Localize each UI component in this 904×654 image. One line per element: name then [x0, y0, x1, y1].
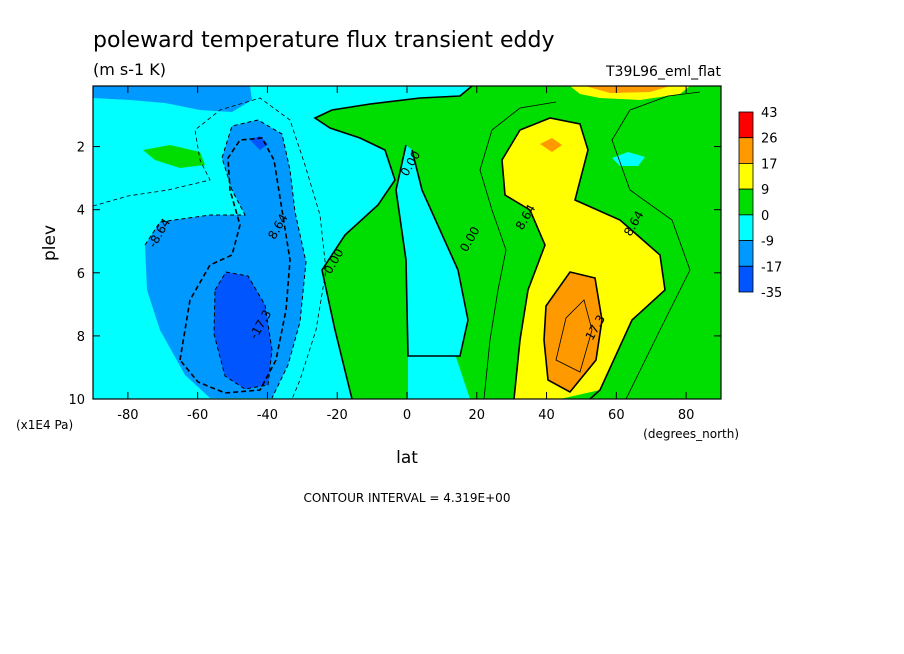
region-green-south-blob: [143, 145, 205, 168]
contour-positive-thin-2: [611, 91, 701, 399]
colorbar-swatch: [738, 137, 754, 164]
contour-positive-thin-1: [479, 101, 557, 399]
colorbar-swatch: [738, 240, 754, 267]
x-axis-units: (degrees_north): [643, 427, 739, 441]
y-tick-label: 8: [77, 330, 85, 345]
contour-lines: [93, 86, 701, 399]
colorbar-label: -9: [761, 235, 774, 250]
y-axis-units: (x1E4 Pa): [16, 418, 73, 432]
x-tick-label: 0: [403, 408, 411, 423]
colorbar-swatch: [738, 265, 754, 293]
contour-orange-edge: [543, 271, 603, 394]
contour-negative-mid: [144, 119, 307, 399]
y-axis-label: plev: [40, 225, 60, 261]
x-tick-label: -40: [257, 408, 278, 423]
x-tick-label: 80: [678, 408, 695, 423]
region-orange-north: [544, 272, 602, 392]
chart-title: poleward temperature flux transient eddy: [93, 28, 555, 53]
colorbar-label: 9: [761, 183, 769, 198]
x-axis: -80 -60 -40 -20 0 20 40 60 80: [117, 86, 694, 423]
contour-yellow-edge: [501, 117, 666, 399]
colorbar-label: 0: [761, 209, 769, 224]
colorbar-label: -35: [761, 286, 782, 301]
y-axis: 2 4 6 8 10: [68, 141, 721, 408]
x-tick-label: -60: [187, 408, 208, 423]
y-tick-label: 2: [77, 141, 85, 156]
contour-positive-thin-3: [555, 299, 593, 373]
contour-interval-note: CONTOUR INTERVAL = 4.319E+00: [304, 491, 511, 505]
x-axis-label: lat: [396, 448, 418, 468]
y-tick-label: 6: [77, 267, 85, 282]
colorbar-swatch: [738, 111, 754, 139]
colorbar: 43 26 17 9 0 -9 -17 -35: [738, 106, 782, 301]
contour-negative-inner: [179, 137, 291, 394]
contour-zero-tongue: [395, 144, 469, 357]
colorbar-swatch: [738, 214, 754, 241]
region-darkblue-south: [214, 272, 272, 389]
x-tick-label: 60: [608, 408, 625, 423]
region-yellow-north: [502, 118, 665, 399]
x-tick-label: 20: [469, 408, 486, 423]
region-cyan-tongue: [396, 145, 468, 356]
colorbar-swatch: [738, 188, 754, 216]
colorbar-label: -17: [761, 260, 782, 275]
x-tick-label: -20: [327, 408, 348, 423]
region-blue-top: [93, 86, 252, 112]
run-label: T39L96_eml_flat: [605, 64, 722, 80]
colorbar-label: 43: [761, 106, 778, 121]
y-tick-label: 10: [68, 393, 85, 408]
region-darkblue-upper: [250, 136, 268, 150]
contour-negative-outer: [93, 97, 327, 399]
colorbar-label: 17: [761, 157, 778, 172]
region-orange-upper: [540, 138, 562, 152]
colorbar-label: 26: [761, 132, 778, 147]
region-orange-top: [585, 86, 670, 93]
contour-zero-line: [313, 86, 473, 399]
x-tick-label: -80: [117, 408, 138, 423]
y-tick-label: 4: [77, 204, 85, 219]
colorbar-swatch: [738, 163, 754, 190]
contour-negative-core: [213, 271, 273, 390]
region-green-upper-blob: [365, 110, 470, 132]
x-tick-label: 40: [538, 408, 555, 423]
chart-units: (m s-1 K): [93, 60, 166, 79]
